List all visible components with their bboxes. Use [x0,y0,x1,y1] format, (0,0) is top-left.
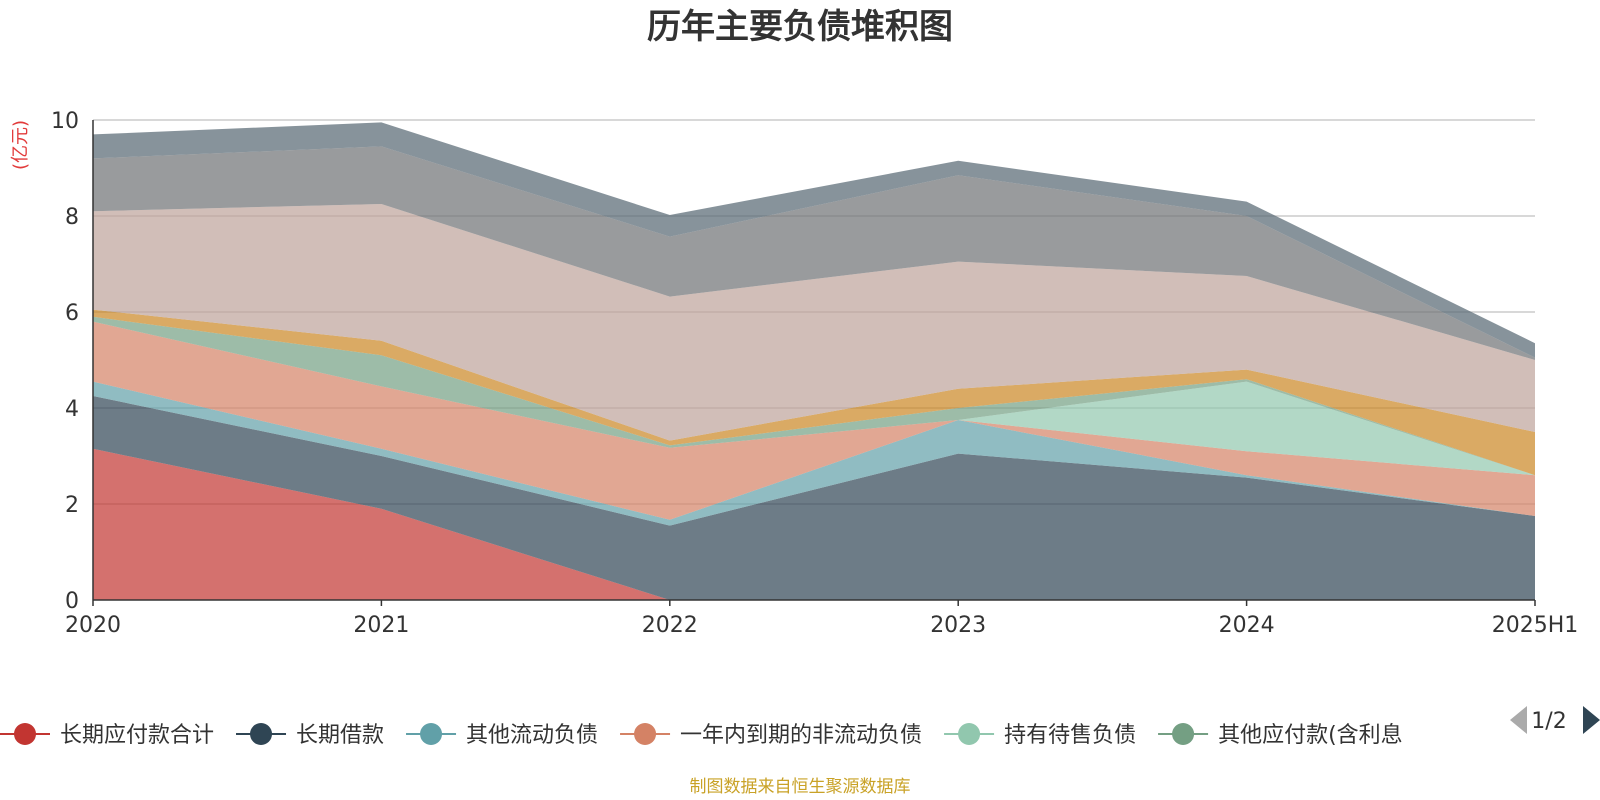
legend-item-4[interactable]: 一年内到期的非流动负债 [620,723,922,748]
y-tick-label: 4 [65,397,79,422]
legend-label: 其他应付款(含利息 [1218,723,1403,748]
legend-item-2[interactable]: 长期借款 [236,723,384,748]
area-series-2 [93,396,1535,600]
legend-page-indicator: 1/2 [1531,709,1566,734]
area-series-9 [93,146,1535,360]
y-tick-label: 8 [65,205,79,230]
legend-marker-icon [14,723,36,745]
y-tick-label: 0 [65,589,79,614]
legend-label: 其他流动负债 [466,723,598,748]
legend-item-1[interactable]: 长期应付款合计 [0,723,214,748]
x-tick-label: 2022 [642,613,698,638]
area-series-3 [93,381,1535,526]
legend-label: 持有待售负债 [1004,723,1136,748]
area-series-8 [93,204,1535,441]
legend-prev-page-icon[interactable] [1510,706,1527,734]
area-series-5 [93,321,1535,476]
legend-pager: 1/2 [1510,706,1600,734]
legend-label: 一年内到期的非流动负债 [680,723,922,748]
x-tick-label: 2020 [65,613,121,638]
legend-marker-icon [634,723,657,745]
legend-label: 长期借款 [296,723,384,748]
x-tick-label: 2024 [1219,613,1275,638]
area-series-4 [93,321,1535,520]
legend-marker-icon [250,723,273,745]
area-series-7 [93,309,1535,476]
chart-title: 历年主要负债堆积图 [647,7,953,47]
y-axis-unit-label: (亿元) [10,120,31,170]
source-note: 制图数据来自恒生聚源数据库 [690,777,911,797]
y-tick-label: 10 [51,109,79,134]
y-tick-label: 2 [65,493,79,518]
axes: 0 2 4 6 8 10 2020 2021 2022 2023 2024 2025H1 [51,109,1578,638]
area-series-10 [93,122,1535,358]
x-tick-label: 2025H1 [1492,613,1579,638]
legend-next-page-icon[interactable] [1583,706,1600,734]
area-series-group [93,122,1535,600]
legend-item-3[interactable]: 其他流动负债 [406,723,598,748]
legend-item-5[interactable]: 持有待售负债 [944,723,1136,748]
x-tick-label: 2021 [353,613,409,638]
y-tick-label: 6 [65,301,79,326]
area-series-1 [93,448,1535,600]
legend-marker-icon [958,723,981,745]
legend-marker-icon [420,723,443,745]
x-tick-label: 2023 [930,613,986,638]
legend-marker-icon [1172,723,1195,745]
legend-item-6[interactable]: 其他应付款(含利息 [1158,723,1403,748]
legend: 长期应付款合计 长期借款 其他流动负债 一年内到期的非流动负债 持有待售负债 其他应付款(… [0,723,1403,748]
legend-label: 长期应付款合计 [60,723,214,748]
